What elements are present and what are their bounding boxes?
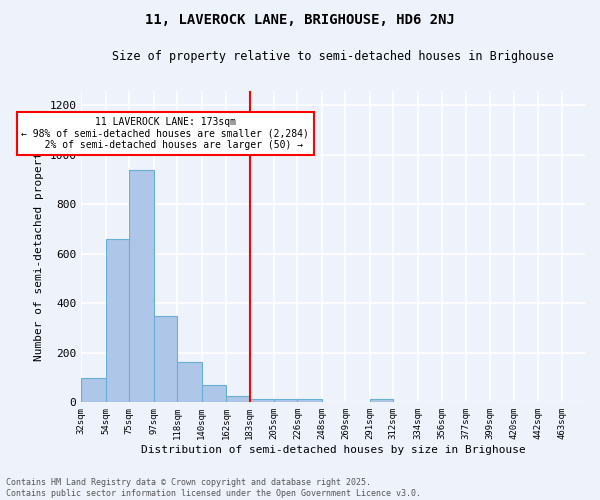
Bar	[202, 385, 226, 402]
Text: 11, LAVEROCK LANE, BRIGHOUSE, HD6 2NJ: 11, LAVEROCK LANE, BRIGHOUSE, HD6 2NJ	[145, 12, 455, 26]
Bar	[81, 378, 106, 402]
Bar	[154, 316, 177, 402]
Text: 11 LAVEROCK LANE: 173sqm
← 98% of semi-detached houses are smaller (2,284)
   2%: 11 LAVEROCK LANE: 173sqm ← 98% of semi-d…	[22, 116, 310, 150]
Bar	[106, 239, 129, 402]
Bar	[250, 398, 274, 402]
Bar	[274, 398, 298, 402]
Bar	[298, 398, 322, 402]
X-axis label: Distribution of semi-detached houses by size in Brighouse: Distribution of semi-detached houses by …	[141, 445, 526, 455]
Bar	[177, 362, 202, 403]
Text: Contains HM Land Registry data © Crown copyright and database right 2025.
Contai: Contains HM Land Registry data © Crown c…	[6, 478, 421, 498]
Y-axis label: Number of semi-detached properties: Number of semi-detached properties	[34, 132, 44, 361]
Bar	[226, 396, 250, 402]
Bar	[370, 398, 394, 402]
Bar	[129, 170, 154, 402]
Title: Size of property relative to semi-detached houses in Brighouse: Size of property relative to semi-detach…	[112, 50, 554, 63]
